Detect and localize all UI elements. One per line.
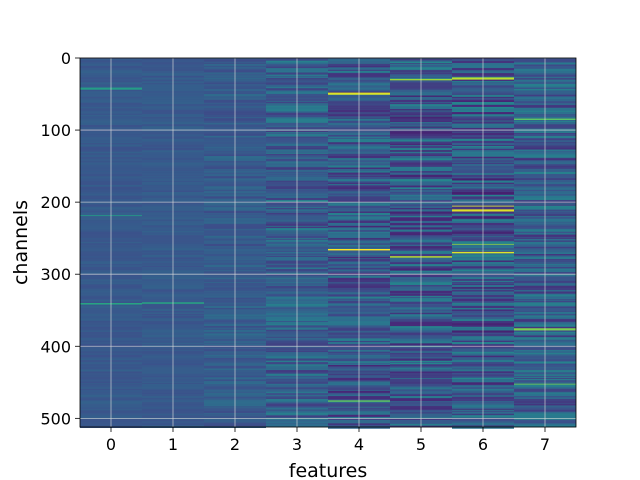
grid-lines — [80, 57, 576, 427]
plot-frame — [79, 57, 577, 428]
heatmap-cells — [80, 58, 576, 429]
plot-area — [79, 57, 577, 429]
x-axis-label: features — [289, 460, 368, 480]
x-tick-label: 1 — [168, 435, 178, 454]
y-tick-label: 0 — [61, 49, 71, 68]
y-axis-label: channels — [10, 200, 32, 285]
y-tick-label: 500 — [40, 409, 71, 428]
x-tick-label: 0 — [106, 435, 116, 454]
x-tick-label: 4 — [354, 435, 364, 454]
x-tick-label: 7 — [540, 435, 550, 454]
x-tick-label: 6 — [478, 435, 488, 454]
y-axis: 0 100 200 300 400 500 — [40, 49, 80, 428]
y-tick-label: 100 — [40, 121, 71, 140]
x-tick-label: 2 — [230, 435, 240, 454]
y-tick-label: 300 — [40, 265, 71, 284]
x-tick-label: 5 — [416, 435, 426, 454]
x-axis: 0 1 2 3 4 5 6 7 — [106, 427, 550, 454]
y-tick-label: 400 — [40, 337, 71, 356]
x-tick-label: 3 — [292, 435, 302, 454]
y-tick-label: 200 — [40, 193, 71, 212]
